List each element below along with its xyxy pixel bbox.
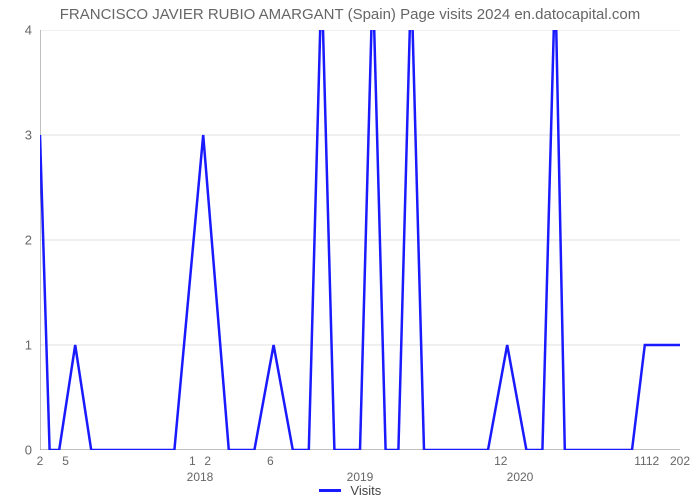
ytick-label: 3	[25, 128, 32, 143]
legend-swatch	[319, 489, 341, 492]
ytick-label: 0	[25, 443, 32, 458]
xtick-label: 6	[267, 454, 274, 468]
xtick-label: 5	[62, 454, 69, 468]
chart-container: FRANCISCO JAVIER RUBIO AMARGANT (Spain) …	[0, 0, 700, 500]
xtick-label: 2	[37, 454, 44, 468]
legend: Visits	[0, 482, 700, 498]
legend-label: Visits	[350, 483, 381, 498]
xtick-label: 12	[494, 454, 507, 468]
xtick-label: 202	[670, 454, 690, 468]
ytick-label: 1	[25, 338, 32, 353]
chart-svg	[40, 30, 680, 450]
xtick-label: 1112	[634, 454, 659, 468]
plot-area: 0123425126121112202201820192020	[40, 30, 680, 450]
ytick-label: 2	[25, 233, 32, 248]
xtick-label: 2	[204, 454, 211, 468]
ytick-label: 4	[25, 23, 32, 38]
xtick-label: 1	[189, 454, 196, 468]
chart-title: FRANCISCO JAVIER RUBIO AMARGANT (Spain) …	[0, 6, 700, 23]
